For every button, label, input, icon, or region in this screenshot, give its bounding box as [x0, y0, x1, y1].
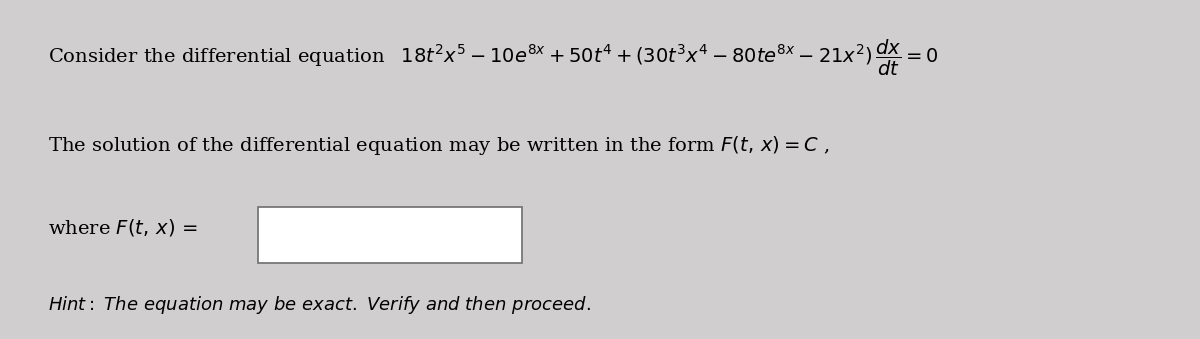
Text: Consider the differential equation $\;\;18t^2x^5 - 10e^{8x} + 50t^4 + (30t^3x^4 : Consider the differential equation $\;\;…	[48, 38, 938, 78]
Text: The solution of the differential equation may be written in the form $F(t,\, x) : The solution of the differential equatio…	[48, 134, 829, 157]
Text: $\it{Hint:}$ $\it{The\ equation\ may\ be\ exact.\ Verify\ and\ then\ proceed.}$: $\it{Hint:}$ $\it{The\ equation\ may\ be…	[48, 294, 590, 316]
Text: where $F(t,\, x)\, =$: where $F(t,\, x)\, =$	[48, 217, 198, 238]
FancyBboxPatch shape	[258, 207, 522, 263]
